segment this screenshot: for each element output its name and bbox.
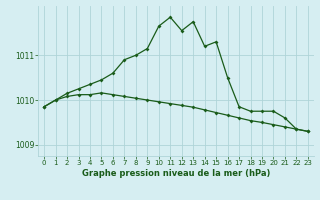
X-axis label: Graphe pression niveau de la mer (hPa): Graphe pression niveau de la mer (hPa) — [82, 169, 270, 178]
